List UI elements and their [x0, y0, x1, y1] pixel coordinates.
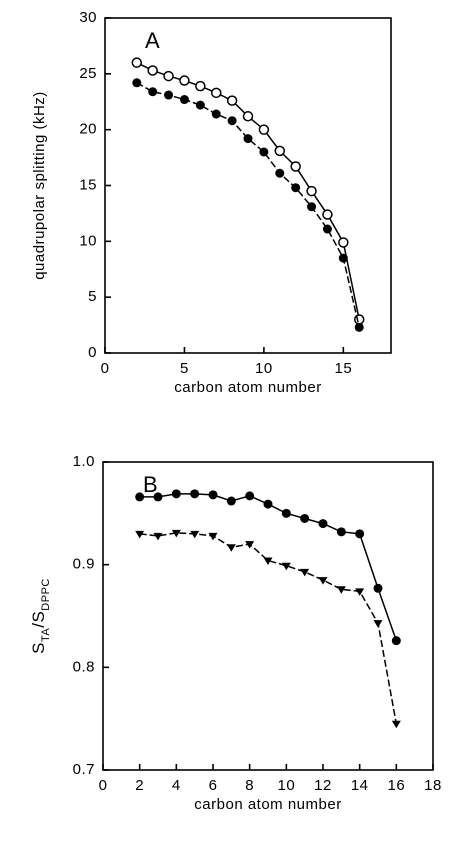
- y-tick-label: 0.9: [73, 556, 95, 573]
- x-tick-label: 15: [334, 360, 352, 377]
- y-tick-label: 0: [88, 344, 97, 361]
- marker: [281, 508, 291, 518]
- marker: [242, 111, 254, 122]
- y-tick-label: 30: [79, 9, 97, 26]
- y-axis-label-part: /S: [29, 611, 48, 628]
- marker: [338, 253, 348, 263]
- marker: [195, 100, 205, 110]
- marker: [300, 513, 310, 523]
- marker: [259, 147, 269, 157]
- marker: [322, 224, 332, 234]
- marker: [336, 527, 346, 537]
- marker: [338, 237, 349, 248]
- marker: [148, 87, 158, 97]
- marker: [243, 134, 253, 144]
- marker: [190, 489, 200, 499]
- marker: [318, 519, 328, 529]
- y-tick-label: 1.0: [73, 453, 95, 470]
- y-axis-label: STA/SDPPC: [29, 578, 51, 654]
- x-tick-label: 0: [99, 777, 108, 794]
- marker: [132, 78, 142, 88]
- x-axis-label: carbon atom number: [194, 796, 341, 813]
- y-tick-label: 15: [79, 176, 97, 193]
- marker: [210, 87, 222, 99]
- y-tick-label: 5: [88, 288, 97, 305]
- x-axis-label: carbon atom number: [174, 379, 321, 396]
- marker: [153, 532, 163, 541]
- marker: [153, 492, 163, 502]
- panel-label: A: [145, 28, 160, 53]
- marker: [306, 185, 317, 197]
- x-tick-label: 5: [180, 360, 189, 377]
- marker: [307, 202, 317, 212]
- x-tick-label: 14: [351, 777, 369, 794]
- x-tick-label: 8: [245, 777, 254, 794]
- marker: [391, 720, 401, 729]
- marker: [300, 568, 310, 577]
- y-axis-label: quadrupolar splitting (kHz): [31, 91, 48, 280]
- marker: [227, 116, 237, 126]
- y-tick-label: 20: [79, 121, 97, 138]
- y-tick-label: 0.8: [73, 658, 95, 675]
- marker: [179, 95, 189, 105]
- marker: [373, 620, 383, 628]
- marker: [190, 530, 200, 539]
- marker: [263, 499, 273, 509]
- y-axis-label-part: DPPC: [40, 578, 52, 611]
- marker: [171, 489, 181, 499]
- x-tick-label: 2: [135, 777, 144, 794]
- marker: [355, 588, 365, 596]
- y-axis-label-part: TA: [40, 628, 52, 642]
- x-tick-label: 10: [255, 360, 273, 377]
- y-axis-label-part: S: [29, 642, 48, 654]
- marker: [226, 496, 236, 506]
- marker: [245, 541, 255, 549]
- marker: [275, 168, 285, 178]
- plot-frame: [102, 461, 434, 771]
- marker: [171, 529, 181, 538]
- panel-label: B: [143, 472, 158, 497]
- y-tick-label: 25: [79, 65, 97, 82]
- marker: [208, 532, 218, 541]
- marker: [373, 583, 383, 593]
- x-tick-label: 18: [424, 777, 442, 794]
- x-tick-label: 6: [209, 777, 218, 794]
- marker: [179, 75, 190, 86]
- y-tick-label: 0.7: [73, 761, 95, 778]
- marker: [355, 529, 365, 539]
- marker: [226, 95, 238, 106]
- marker: [318, 577, 328, 585]
- marker: [258, 124, 270, 135]
- series-line: [139, 532, 398, 724]
- marker: [163, 70, 174, 82]
- marker: [263, 557, 273, 566]
- marker: [131, 57, 143, 68]
- y-tick-label: 10: [79, 232, 97, 249]
- marker: [211, 109, 221, 119]
- marker: [322, 209, 333, 220]
- marker: [135, 530, 145, 539]
- marker: [226, 544, 236, 552]
- marker: [391, 636, 401, 646]
- marker: [147, 65, 158, 76]
- series-line: [139, 493, 398, 641]
- marker: [354, 322, 364, 332]
- marker: [208, 490, 218, 500]
- marker: [274, 145, 286, 157]
- marker: [135, 492, 145, 502]
- marker: [291, 183, 301, 193]
- marker: [281, 562, 291, 571]
- x-tick-label: 10: [277, 777, 295, 794]
- marker: [164, 90, 174, 100]
- marker: [245, 491, 255, 501]
- x-tick-label: 0: [101, 360, 110, 377]
- marker: [290, 161, 301, 172]
- marker: [195, 80, 206, 92]
- x-tick-label: 16: [387, 777, 405, 794]
- x-tick-label: 12: [314, 777, 332, 794]
- series-line: [136, 61, 360, 320]
- x-tick-label: 4: [172, 777, 181, 794]
- marker: [336, 586, 346, 594]
